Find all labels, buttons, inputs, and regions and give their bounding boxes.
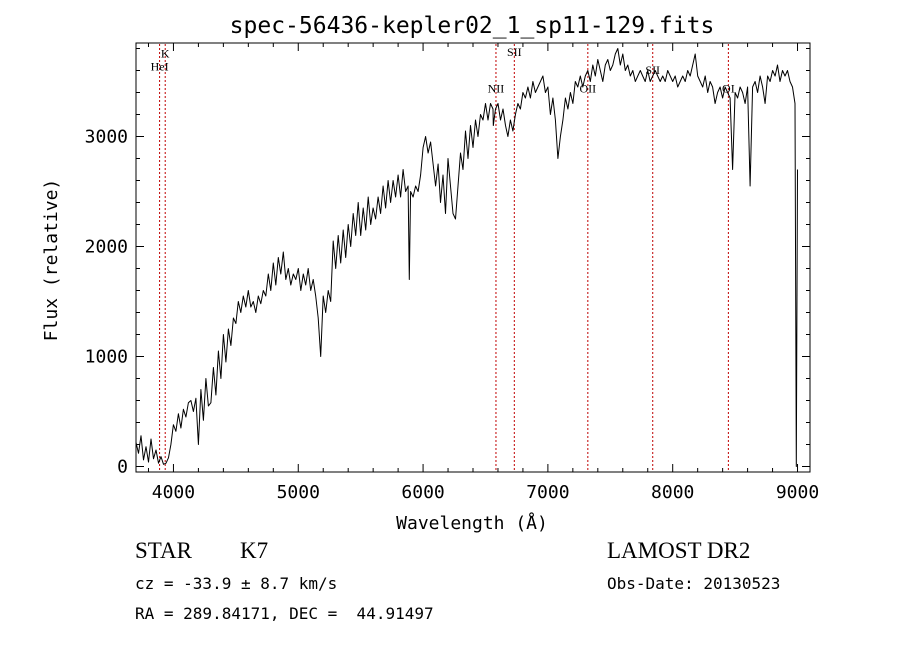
line-marker-label: HeI xyxy=(151,60,169,74)
spectrum-chart: spec-56436-kepler02_1_sp11-129.fits 4000… xyxy=(41,13,819,534)
survey-name: LAMOST DR2 xyxy=(607,538,751,563)
line-marker-label: NII xyxy=(488,82,505,96)
chart-title: spec-56436-kepler02_1_sp11-129.fits xyxy=(230,13,715,39)
x-tick-label: 8000 xyxy=(651,482,694,503)
y-tick-label: 1000 xyxy=(85,347,128,368)
plot-frame xyxy=(135,42,811,473)
y-axis-ticks: 0 1000 2000 3000 xyxy=(85,48,810,478)
x-tick-label: 4000 xyxy=(152,482,195,503)
line-marker-label: OI xyxy=(722,82,735,96)
x-tick-label: 9000 xyxy=(776,482,819,503)
line-marker-label: SII xyxy=(645,63,660,77)
object-type: STAR xyxy=(135,538,192,563)
y-tick-label: 3000 xyxy=(85,127,128,148)
x-axis-ticks: 4000 5000 6000 7000 8000 9000 xyxy=(147,43,819,503)
x-tick-label: 6000 xyxy=(401,482,444,503)
line-marker-label: SII xyxy=(507,45,522,59)
x-tick-label: 7000 xyxy=(526,482,569,503)
velocity-readout: cz = -33.9 ± 8.7 km/s xyxy=(135,574,338,593)
coordinates-readout: RA = 289.84171, DEC = 44.91497 xyxy=(135,604,434,623)
spectral-subclass: K7 xyxy=(240,538,269,563)
observation-date: Obs-Date: 20130523 xyxy=(607,574,781,593)
y-tick-label: 2000 xyxy=(85,237,128,258)
x-axis-label: Wavelength (Å) xyxy=(396,512,548,534)
y-axis-label: Flux (relative) xyxy=(41,179,62,342)
x-tick-label: 5000 xyxy=(277,482,320,503)
line-marker-label: K xyxy=(161,46,170,60)
y-tick-label: 0 xyxy=(117,457,128,478)
spectrum-line xyxy=(135,48,798,467)
